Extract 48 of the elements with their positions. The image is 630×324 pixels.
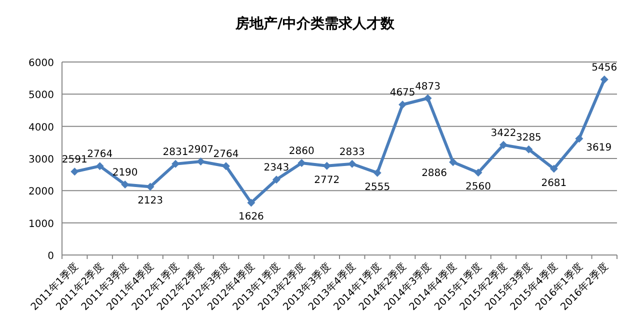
data-label: 2190 [112,168,138,179]
y-tick-label: 4000 [28,122,54,134]
point [575,134,584,143]
y-tick-label: 6000 [28,58,54,69]
data-label: 2886 [422,168,448,180]
point [222,162,230,170]
point [247,198,256,207]
y-tick-label: 0 [48,251,54,262]
data-label: 2860 [288,146,314,158]
point [524,145,533,154]
data-label: 2907 [188,144,214,156]
point [70,168,79,176]
data-label: 3285 [516,132,542,144]
point [449,158,458,166]
point [373,168,382,177]
data-label: 4873 [415,81,441,92]
point [398,100,407,109]
data-label: 3422 [490,128,516,139]
data-label: 2560 [466,182,491,193]
chart-title: 房地产/中介类需求人才数 [234,15,396,32]
point [499,140,508,149]
data-label: 2764 [213,149,239,160]
y-tick-label: 5000 [28,90,54,102]
point [348,160,356,168]
data-label: 4675 [390,88,416,99]
data-label: 1626 [238,212,264,223]
y-tick-label: 2000 [28,186,54,198]
data-label: 2123 [138,196,164,207]
data-label: 2833 [339,146,365,158]
data-label: 2764 [87,149,113,160]
data-label: 2831 [162,146,188,158]
data-label: 2772 [314,174,340,186]
point [474,168,482,177]
point [600,76,608,84]
y-tick-label: 1000 [28,218,54,230]
data-label: 2555 [364,182,390,193]
point [272,176,280,184]
point [196,157,205,166]
point [96,162,104,170]
data-label: 2681 [541,178,567,189]
point [550,164,558,173]
y-tick-label: 3000 [28,154,54,166]
data-label: 3619 [586,142,612,154]
point [298,159,306,168]
data-label: 5456 [592,62,618,74]
point [424,94,432,102]
data-label: 2591 [62,154,88,166]
data-label: 2343 [264,162,290,174]
